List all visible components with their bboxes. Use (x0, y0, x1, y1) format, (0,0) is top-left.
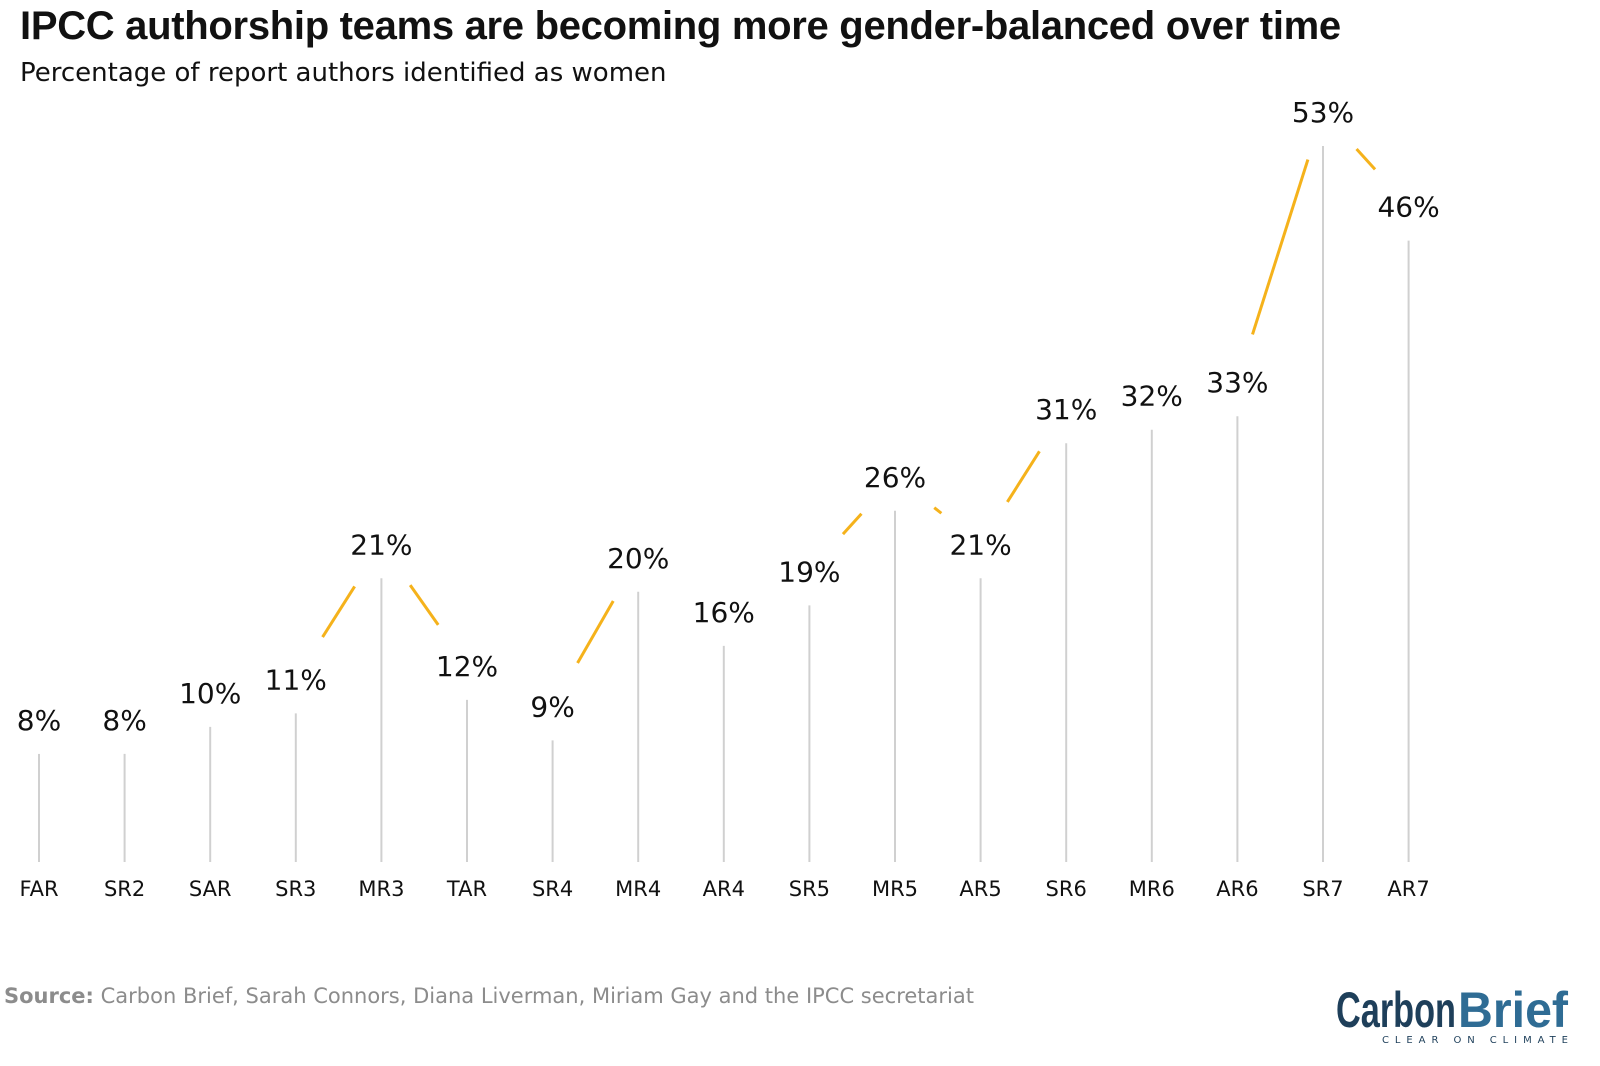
source-label: Source: (4, 984, 94, 1008)
value-label-mr4: 20% (607, 542, 669, 575)
x-tick-label-tar: TAR (446, 877, 487, 901)
x-tick-label-ar4: AR4 (703, 877, 745, 901)
carbon-brief-logo: Carbon Brief CLEAR ON CLIMATE (1336, 982, 1568, 1046)
chart-subtitle: Percentage of report authors identified … (20, 58, 667, 88)
value-label-sr3: 11% (265, 663, 327, 696)
value-label-sr2: 8% (102, 704, 146, 737)
value-label-mr5: 26% (864, 461, 926, 494)
line-segment-ar5-sr6 (1006, 450, 1041, 503)
line-segment-sr3-mr3 (321, 585, 356, 638)
value-label-tar: 12% (436, 650, 498, 683)
x-tick-label-sr7: SR7 (1302, 877, 1343, 901)
x-tick-label-sar: SAR (189, 877, 232, 901)
x-tick-label-ar7: AR7 (1387, 877, 1429, 901)
x-tick-label-ar6: AR6 (1216, 877, 1258, 901)
line-chart: 8% FAR 8% SR2 10% SAR 11% SR3 21% MR3 12% TAR 9% SR4 2… (17, 96, 1440, 901)
value-label-mr3: 21% (350, 528, 412, 561)
logo-name-brief: Brief (1458, 982, 1568, 1038)
x-tick-label-sr5: SR5 (789, 877, 830, 901)
x-tick-label-sr4: SR4 (532, 877, 573, 901)
x-tick-label-sr2: SR2 (104, 877, 145, 901)
x-tick-label-sr6: SR6 (1046, 877, 1087, 901)
line-segment-mr5-ar5 (933, 506, 943, 515)
value-label-sr5: 19% (778, 555, 840, 588)
value-label-sr4: 9% (530, 690, 574, 723)
value-label-sar: 10% (179, 677, 241, 710)
logo-name-carbon: Carbon (1336, 982, 1456, 1038)
value-label-ar6: 33% (1206, 366, 1268, 399)
x-tick-label-mr6: MR6 (1129, 877, 1175, 901)
value-label-ar5: 21% (949, 528, 1011, 561)
value-label-far: 8% (17, 704, 61, 737)
source-note: Source: Carbon Brief, Sarah Connors, Dia… (4, 984, 974, 1008)
line-segment-sr5-mr5 (841, 512, 863, 536)
line-segment-mr3-tar (408, 584, 440, 626)
line-segment-sr4-mr4 (576, 600, 615, 664)
x-tick-label-sr3: SR3 (275, 877, 316, 901)
line-segment-sr7-ar7 (1355, 147, 1377, 171)
x-tick-label-mr4: MR4 (615, 877, 661, 901)
value-label-sr6: 31% (1035, 393, 1097, 426)
x-tick-label-mr3: MR3 (358, 877, 404, 901)
x-tick-label-far: FAR (19, 877, 58, 901)
value-label-mr6: 32% (1121, 380, 1183, 413)
value-label-ar4: 16% (693, 596, 755, 629)
chart-title: IPCC authorship teams are becoming more … (20, 4, 1341, 48)
x-tick-label-ar5: AR5 (959, 877, 1001, 901)
value-label-sr7: 53% (1292, 96, 1354, 129)
value-label-ar7: 46% (1377, 191, 1439, 224)
source-text: Carbon Brief, Sarah Connors, Diana Liver… (100, 984, 974, 1008)
x-tick-label-mr5: MR5 (872, 877, 918, 901)
line-segment-ar6-sr7 (1251, 159, 1310, 335)
